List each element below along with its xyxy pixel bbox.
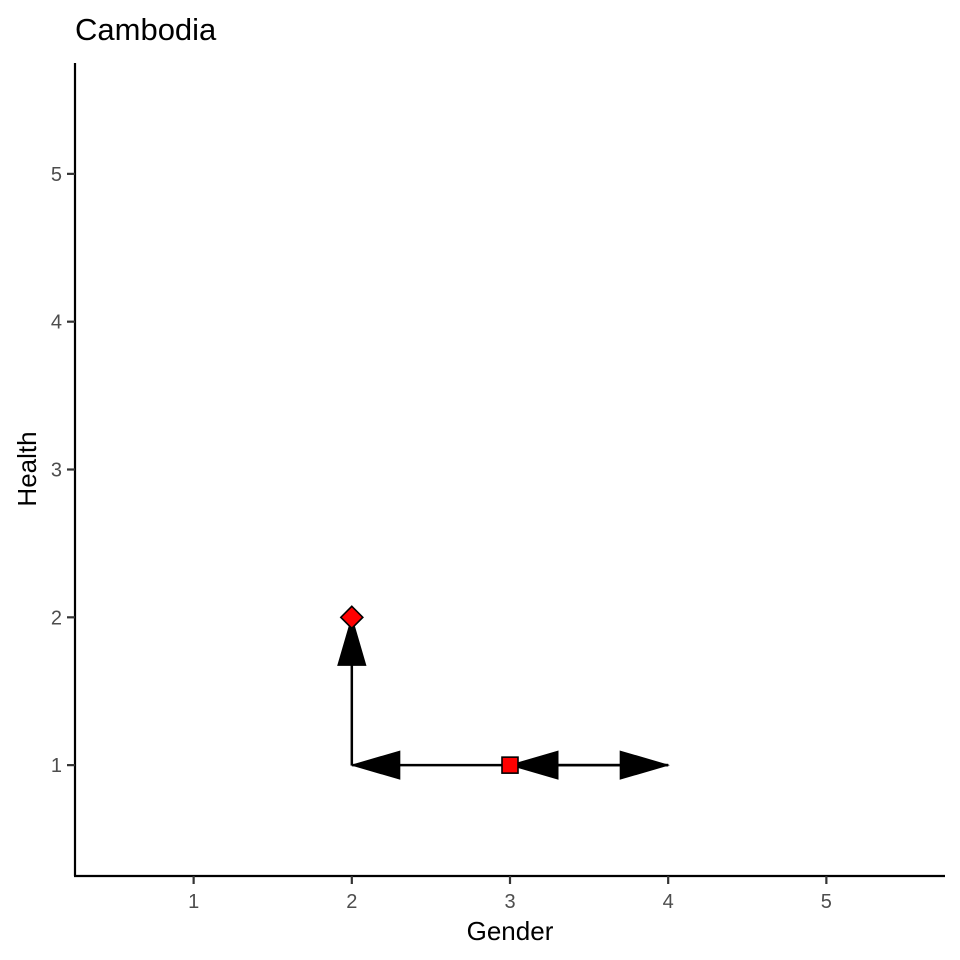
x-tick-label: 3 <box>504 891 515 913</box>
chart-title: Cambodia <box>75 12 217 47</box>
y-tick-label: 3 <box>51 460 62 482</box>
y-axis-title: Health <box>12 431 42 506</box>
x-tick-label: 4 <box>663 891 674 913</box>
x-tick-label: 1 <box>188 891 199 913</box>
x-axis-ticks: 1 2 3 4 5 <box>188 876 832 913</box>
plot-area <box>337 605 670 780</box>
arrow-head <box>337 615 367 666</box>
x-tick-label: 2 <box>346 891 357 913</box>
data-point <box>501 756 519 774</box>
arrow <box>337 615 367 766</box>
y-tick-label: 2 <box>51 607 62 629</box>
x-axis-title: Gender <box>467 916 554 946</box>
arrow-head <box>619 750 670 780</box>
y-tick-label: 1 <box>51 755 62 777</box>
arrow-head <box>350 750 401 780</box>
x-tick-label: 5 <box>821 891 832 913</box>
data-point <box>339 605 364 630</box>
y-axis-ticks: 1 2 3 4 5 <box>51 164 75 777</box>
y-tick-label: 4 <box>51 312 62 334</box>
arrow <box>510 750 670 780</box>
y-tick-label: 5 <box>51 164 62 186</box>
arrow <box>350 750 510 780</box>
